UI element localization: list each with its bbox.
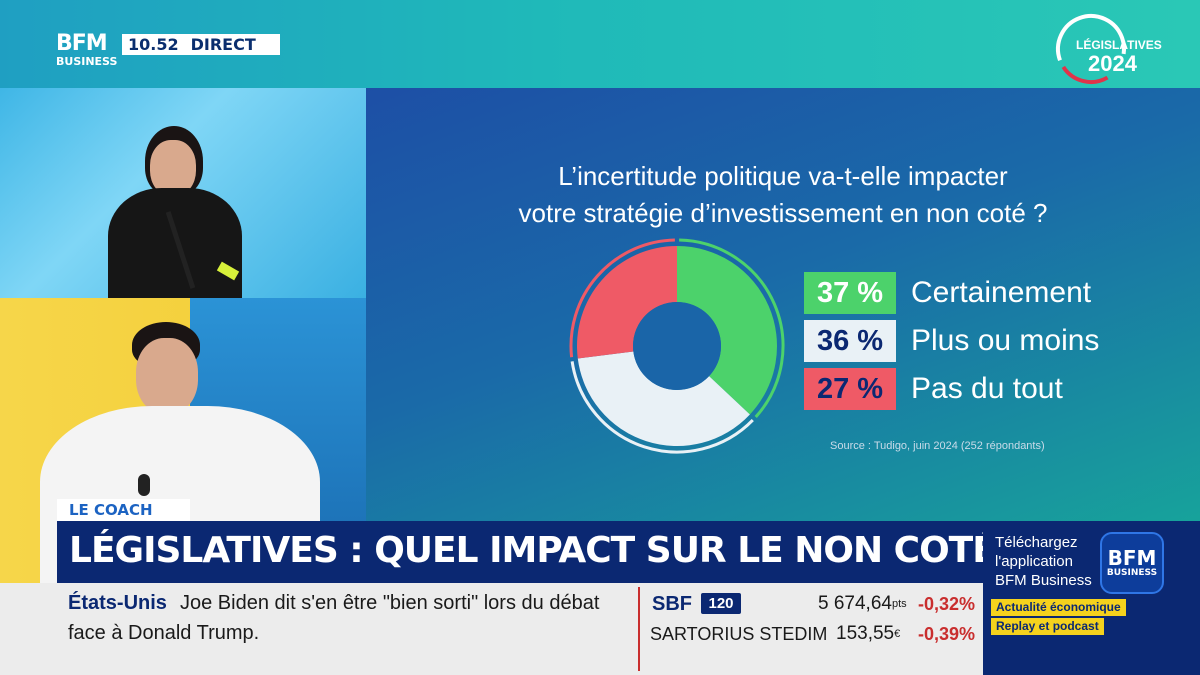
promo-line3: BFM Business [995, 572, 1092, 589]
stock-value: 153,55 [836, 623, 895, 644]
chart-title-line1: L’incertitude politique va-t-elle impact… [558, 161, 1008, 191]
poll-chart-panel: L’incertitude politique va-t-elle impact… [366, 88, 1200, 524]
badge-ring-icon [1056, 14, 1126, 84]
camera-feed-presenter [0, 88, 366, 298]
badge-year: 2024 [1088, 51, 1137, 76]
logo-text-bfm: BFM [56, 31, 108, 56]
stock-change: -0,39% [918, 624, 976, 644]
index-unit: pts [891, 598, 907, 610]
index-badge: 120 [701, 593, 741, 614]
ticker-headline-line1: Joe Biden dit s'en être "bien sorti" lor… [180, 592, 600, 614]
legend-row-2: 36 % Plus ou moins [804, 320, 1184, 368]
index-value-wrap: 5 674,64pts [818, 589, 907, 619]
presenter-face [150, 140, 196, 196]
clock-live-box: 10.52 DIRECT [122, 34, 280, 55]
stock-value-wrap: 153,55€ [836, 619, 900, 649]
legend-row-1: 37 % Certainement [804, 272, 1184, 320]
chart-title: L’incertitude politique va-t-elle impact… [366, 158, 1200, 232]
headline-bar: LÉGISLATIVES : QUEL IMPACT SUR LE NON CO… [57, 521, 1028, 583]
ticker-region: États-Unis [68, 592, 167, 614]
headline-text: LÉGISLATIVES : QUEL IMPACT SUR LE NON CO… [69, 530, 1028, 571]
chart-source: Source : Tudigo, juin 2024 (252 répondan… [830, 440, 1045, 452]
segment-tag: LE COACH [57, 499, 190, 521]
app-logo-text-business: BUSINESS [1106, 568, 1158, 578]
donut-ring-2 [570, 361, 754, 454]
legend-percent: 36 % [804, 320, 896, 362]
legend-label: Plus ou moins [911, 324, 1100, 357]
legend-percent: 27 % [804, 368, 896, 410]
legislatives-badge: LÉGISLATIVES 2024 [1052, 10, 1170, 88]
index-change: -0,32% [918, 594, 976, 614]
legend-percent: 37 % [804, 272, 896, 314]
stock-name: SARTORIUS STEDIM [650, 624, 828, 644]
clock-time: 10.52 [128, 35, 179, 54]
promo-line2: l'application [995, 553, 1073, 570]
app-promo: Téléchargez l'application BFM Business B… [983, 521, 1200, 675]
logo-text-business: BUSINESS [56, 55, 118, 68]
legend-label: Pas du tout [911, 372, 1063, 405]
app-logo-text-bfm: BFM [1107, 546, 1157, 570]
donut-hole [633, 302, 721, 390]
chart-title-line2: votre stratégie d’investissement en non … [518, 198, 1048, 228]
microphone-icon [138, 474, 150, 496]
live-label: DIRECT [190, 35, 256, 54]
legend-row-3: 27 % Pas du tout [804, 368, 1184, 416]
promo-chip-replay: Replay et podcast [991, 618, 1104, 635]
badge-label: LÉGISLATIVES [1076, 38, 1162, 52]
donut-chart [569, 238, 785, 454]
bfm-business-logo: BFM BUSINESS [56, 33, 118, 75]
donut-ring-1 [679, 238, 785, 419]
donut-slice-3 [577, 246, 677, 359]
promo-chip-news: Actualité économique [991, 599, 1126, 616]
donut-slice-1 [677, 246, 777, 415]
ticker-headline-line2: face à Donald Trump. [68, 622, 260, 644]
bfm-app-logo: BFM BUSINESS [1100, 532, 1164, 594]
donut-ring-3 [569, 238, 675, 358]
donut-slice-2 [577, 351, 750, 446]
stock-unit: € [894, 628, 901, 640]
promo-line1: Téléchargez [995, 534, 1078, 551]
chart-legend: 37 % Certainement 36 % Plus ou moins 27 % Pas… [804, 272, 1184, 416]
guest-face [136, 338, 198, 414]
index-name: SBF [652, 593, 692, 615]
ticker-divider [638, 587, 640, 671]
news-ticker: États-Unis Joe Biden dit s'en être "bien… [0, 583, 983, 675]
legend-label: Certainement [911, 276, 1092, 309]
top-band: BFM BUSINESS 10.52 DIRECT LÉGISLATIVES 2… [0, 0, 1200, 88]
index-value: 5 674,64 [818, 593, 892, 614]
